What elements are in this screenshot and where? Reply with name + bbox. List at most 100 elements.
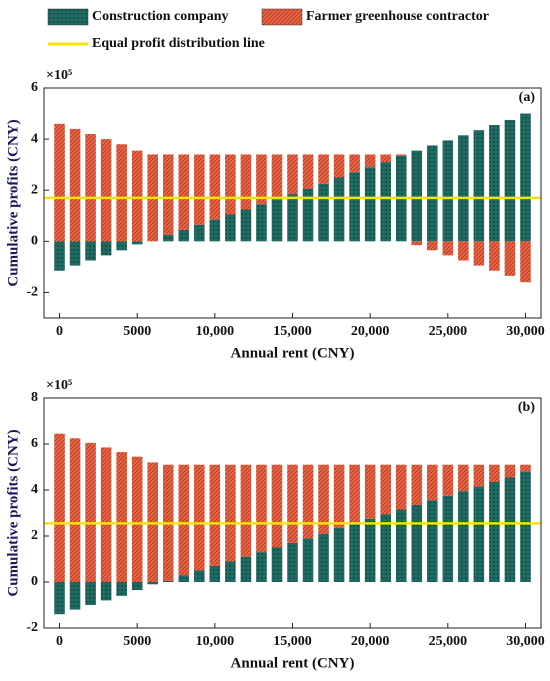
bar: [178, 229, 190, 242]
bar: [380, 464, 391, 515]
bar: [380, 514, 391, 582]
bar: [54, 123, 65, 242]
bar: [473, 130, 485, 242]
bar: [427, 500, 438, 582]
bar: [178, 464, 190, 576]
bar: [287, 464, 298, 543]
bar: [116, 241, 127, 251]
legend-label: Equal profit distribution line: [92, 36, 265, 51]
bar: [287, 154, 298, 195]
x-tick-label: 30,000: [506, 634, 545, 649]
bar: [364, 464, 376, 519]
bar: [85, 241, 96, 261]
y-tick-label: 4: [31, 131, 38, 146]
x-tick-label: 30,000: [506, 324, 545, 339]
bar: [302, 464, 314, 539]
bar: [271, 154, 283, 200]
bar: [225, 154, 236, 215]
bar: [209, 154, 221, 220]
bar: [209, 464, 221, 566]
bar: [442, 495, 454, 582]
bar: [473, 486, 485, 582]
bar: [427, 241, 438, 251]
bar: [473, 464, 485, 487]
bar: [349, 523, 360, 582]
bar: [427, 464, 438, 501]
bar: [333, 527, 345, 582]
bar: [364, 154, 376, 168]
bar: [504, 119, 516, 242]
bar: [194, 154, 205, 225]
bar: [240, 209, 252, 242]
bar: [69, 241, 81, 266]
bar: [364, 167, 376, 242]
bar: [178, 154, 190, 230]
bar: [302, 188, 314, 242]
x-tick-label: 5000: [123, 634, 151, 649]
bar: [240, 464, 252, 557]
y-axis-label: Cumulative profits (CNY): [5, 429, 21, 596]
bar: [116, 582, 127, 596]
bar: [395, 154, 407, 156]
bar: [380, 162, 391, 242]
bar: [442, 241, 454, 256]
x-tick-label: 20,000: [351, 324, 390, 339]
x-tick-label: 0: [56, 634, 63, 649]
y-tick-label: 6: [31, 436, 38, 451]
bar: [209, 565, 221, 582]
legend-label: Construction company: [92, 9, 229, 24]
x-tick-label: 25,000: [429, 634, 468, 649]
legend-swatch: [261, 8, 303, 26]
x-tick-label: 0: [56, 324, 63, 339]
bar: [54, 433, 65, 582]
y-tick-label: 8: [31, 390, 38, 405]
bar: [349, 154, 360, 173]
bar: [318, 183, 329, 242]
bar: [318, 464, 329, 534]
bar: [458, 241, 469, 261]
bar: [458, 491, 469, 582]
bar: [85, 442, 96, 582]
panel-label: (a): [519, 90, 536, 105]
bar: [240, 556, 252, 582]
bar: [240, 154, 252, 210]
bar: [100, 582, 112, 601]
bar: [520, 241, 531, 283]
bar: [395, 509, 407, 582]
bar: [162, 580, 174, 582]
bar: [271, 464, 283, 548]
x-axis-label: Annual rent (CNY): [231, 655, 355, 671]
bar: [194, 224, 205, 242]
y-tick-label: 2: [31, 182, 38, 197]
bar: [194, 464, 205, 571]
bar: [489, 481, 500, 582]
bar: [287, 194, 298, 242]
bar: [209, 219, 221, 242]
x-tick-label: 20,000: [351, 634, 390, 649]
bar: [116, 144, 127, 242]
x-tick-label: 25,000: [429, 324, 468, 339]
bar: [131, 456, 143, 582]
y-tick-label: 0: [31, 234, 38, 249]
bar: [271, 199, 283, 242]
x-tick-label: 15,000: [273, 634, 312, 649]
bar: [302, 154, 314, 189]
y-tick-label: -2: [26, 285, 38, 300]
bar: [333, 464, 345, 528]
y-tick-label: -2: [26, 620, 38, 635]
bar: [271, 547, 283, 582]
bar: [85, 134, 96, 242]
bar: [520, 471, 531, 582]
bar: [504, 477, 516, 582]
bar: [520, 464, 531, 472]
bar: [442, 464, 454, 496]
bar: [489, 241, 500, 271]
bar: [225, 561, 236, 582]
bar: [131, 150, 143, 242]
bar: [333, 154, 345, 178]
bar: [194, 570, 205, 582]
y-axis-label: Cumulative profits (CNY): [5, 119, 21, 286]
bar: [256, 464, 267, 553]
bar: [147, 582, 158, 585]
